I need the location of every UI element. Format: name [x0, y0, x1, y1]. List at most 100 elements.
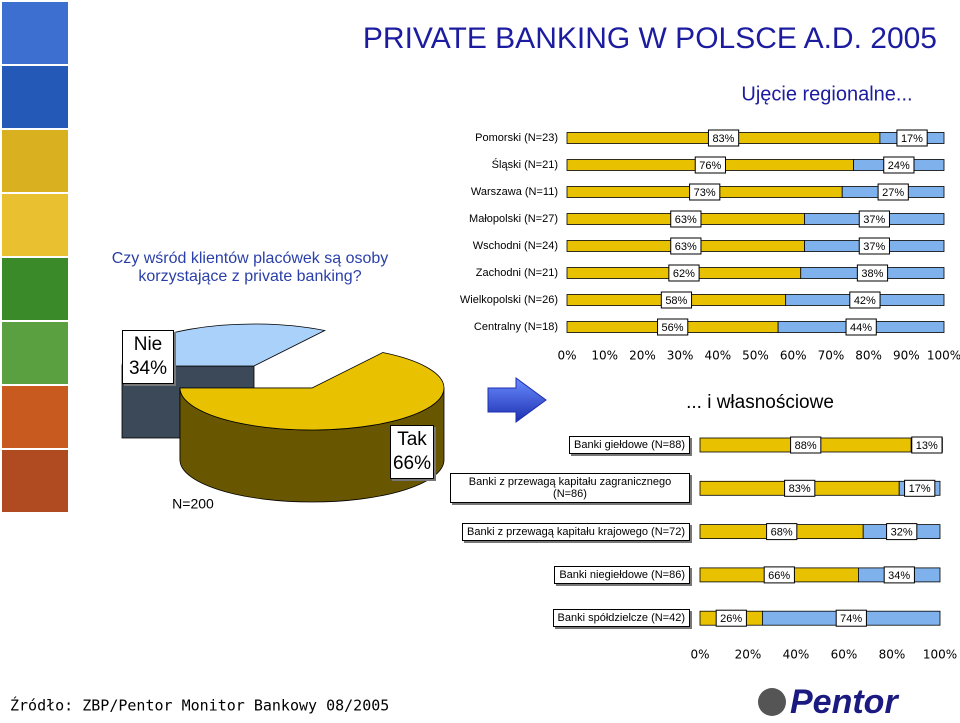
value-label: 17%	[896, 129, 928, 147]
x-tick-label: 100%	[923, 648, 957, 662]
label-box	[886, 523, 918, 541]
label-box	[784, 479, 816, 497]
pie-slice	[179, 352, 445, 431]
y-tick-label: Centralny (N=18)	[473, 321, 558, 333]
y-tick-label: Śląski (N=21)	[491, 159, 558, 171]
label-box	[883, 156, 915, 174]
x-tick-label: 60%	[780, 349, 807, 363]
x-tick-label: 40%	[704, 349, 731, 363]
label-box	[911, 436, 943, 454]
value-label: 42%	[849, 291, 881, 309]
value-label: 63%	[675, 214, 697, 226]
value-label: 32%	[886, 523, 918, 541]
value-label: 17%	[904, 479, 936, 497]
y-tick-label: Banki spółdzielcze (N=42)	[552, 609, 690, 628]
logo: Pentor	[790, 683, 899, 721]
value-label: 17%	[901, 133, 923, 145]
source: Źródło: ZBP/Pentor Monitor Bankowy 08/20…	[10, 696, 389, 715]
y-tick-label: Małopolski (N=27)	[469, 213, 558, 225]
value-label: 83%	[789, 483, 811, 495]
pie-category: Nie	[133, 334, 163, 355]
value-label: 83%	[784, 479, 816, 497]
value-label: 63%	[670, 210, 702, 228]
x-tick-label: 80%	[855, 349, 882, 363]
value-label: 73%	[689, 183, 721, 201]
value-label: 27%	[882, 187, 904, 199]
value-label: 32%	[891, 527, 913, 539]
label-box	[668, 264, 700, 282]
value-label: 88%	[790, 436, 822, 454]
x-tick-label: 80%	[879, 648, 906, 662]
label-box	[715, 609, 747, 627]
label-box	[707, 129, 740, 147]
value-label: 62%	[673, 268, 695, 280]
label-box	[883, 566, 915, 584]
y-tick-label: Warszawa (N=11)	[470, 186, 558, 198]
pie-label: Nie 34%	[122, 330, 174, 384]
pie-label: Tak 66%	[390, 425, 434, 479]
annotation: N=200	[172, 496, 214, 512]
pie-value-label: 66%	[392, 453, 432, 474]
slide-title: PRIVATE BANKING W POLSCE A.D. 2005	[363, 22, 937, 55]
value-label: 58%	[660, 291, 693, 309]
value-label: 26%	[720, 613, 742, 625]
logo-mark	[758, 688, 786, 716]
label-box	[660, 291, 693, 309]
x-tick-label: 90%	[893, 349, 920, 363]
x-tick-label: 60%	[831, 648, 858, 662]
value-label: 34%	[888, 570, 910, 582]
y-tick-label: Banki z przewagą kapitału zagranicznego …	[450, 473, 690, 504]
value-label: 24%	[883, 156, 915, 174]
value-label: 73%	[694, 187, 716, 199]
y-tick-label: Pomorski (N=23)	[475, 132, 558, 144]
value-label: 27%	[877, 183, 909, 201]
y-tick-label: Banki niegiełdowe (N=86)	[554, 565, 690, 584]
label-box	[877, 183, 909, 201]
value-label: 56%	[662, 322, 684, 334]
value-label: 68%	[766, 523, 798, 541]
value-label: 83%	[707, 129, 740, 147]
value-label: 62%	[668, 264, 700, 282]
x-tick-label: 20%	[629, 349, 656, 363]
value-label: 58%	[665, 295, 687, 307]
chart-subtitle: ... i własnościowe	[686, 392, 834, 413]
x-tick-label: 40%	[783, 648, 810, 662]
label-box	[904, 479, 936, 497]
x-tick-label: 100%	[927, 349, 960, 363]
value-label: 13%	[916, 440, 938, 452]
value-label: 66%	[763, 566, 795, 584]
photo-strip	[2, 2, 68, 512]
value-label: 42%	[854, 295, 876, 307]
x-tick-label: 20%	[735, 648, 762, 662]
value-label: 38%	[856, 264, 889, 282]
value-label: 74%	[840, 613, 862, 625]
value-label: 66%	[768, 570, 790, 582]
label-box	[896, 129, 928, 147]
chart-subtitle: Ujęcie regionalne...	[741, 83, 912, 105]
pie-value-label: 34%	[128, 358, 168, 379]
value-label: 37%	[863, 241, 885, 253]
y-tick-label: Banki z przewagą kapitału krajowego (N=7…	[462, 522, 690, 541]
question: Czy wśród klientów placówek są osoby	[112, 250, 389, 267]
label-box	[694, 156, 726, 174]
value-label: 34%	[883, 566, 915, 584]
value-label: 76%	[694, 156, 726, 174]
label-box	[849, 291, 881, 309]
value-label: 83%	[712, 133, 734, 145]
value-label: 37%	[863, 214, 885, 226]
label-box	[766, 523, 798, 541]
label-box	[858, 237, 890, 255]
value-label: 44%	[850, 322, 872, 334]
x-tick-label: 0%	[690, 648, 709, 662]
value-label: 76%	[699, 160, 721, 172]
y-tick-label: Zachodni (N=21)	[475, 267, 558, 279]
label-box	[670, 237, 702, 255]
value-label: 26%	[715, 609, 747, 627]
label-box	[657, 318, 689, 336]
label-box	[670, 210, 702, 228]
value-label: 13%	[911, 436, 943, 454]
value-label: 37%	[858, 237, 890, 255]
value-label: 38%	[861, 268, 883, 280]
label-box	[845, 318, 877, 336]
